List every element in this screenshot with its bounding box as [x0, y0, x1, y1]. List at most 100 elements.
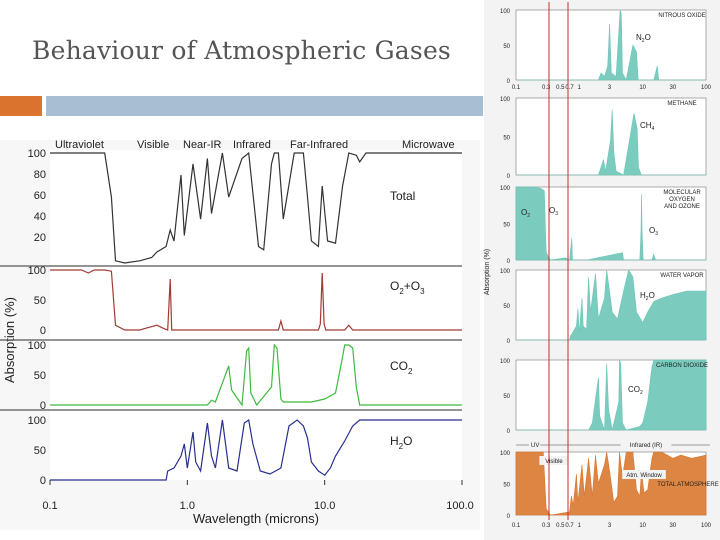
- y-tick-label: 80: [34, 169, 46, 181]
- panel-formula: H2O: [640, 291, 655, 302]
- band-label: Visible: [545, 459, 563, 465]
- band-label-bg: [622, 470, 666, 479]
- absorption-area: [516, 269, 707, 341]
- y-tick-label: 20: [34, 232, 46, 244]
- right-y-axis-label: Absorption (%): [484, 249, 491, 295]
- y-tick-label: 0: [40, 325, 46, 337]
- slide-title: Behaviour of Atmospheric Gases: [32, 36, 451, 65]
- panel-name: AND OZONE: [664, 204, 700, 210]
- right-x-tick-label: 30: [670, 523, 677, 529]
- series-label: CO2: [390, 359, 413, 376]
- region-label: Infrared: [233, 139, 271, 151]
- right-y-tick-label: 100: [500, 97, 511, 103]
- right-x-tick-label: 100: [701, 523, 712, 529]
- right-y-tick-label: 0: [507, 514, 511, 520]
- series-label: H2O: [390, 434, 412, 451]
- panel-name: CARBON DIOXIDE: [656, 363, 708, 369]
- series-line-total: [50, 151, 462, 264]
- right-x-tick-label: 1: [578, 85, 582, 91]
- y-tick-label: 0: [40, 400, 46, 412]
- panel-name: NITROUS OXIDE: [658, 13, 705, 19]
- absorption-area: [516, 109, 706, 176]
- region-label: Microwave: [402, 139, 455, 151]
- region-labels: Ultraviolet Visible Near-IR Infrared Far-Inf…: [55, 139, 455, 151]
- right-x-tick-label: 10: [639, 523, 646, 529]
- panel-formula: CH4: [640, 121, 655, 132]
- panel-name: MOLECULAR: [663, 190, 701, 196]
- x-tick-label: 10.0: [314, 500, 335, 512]
- panel-name: METHANE: [667, 101, 696, 107]
- y-tick-label: 100: [28, 265, 46, 277]
- right-x-tick-label: 0.7: [565, 523, 574, 529]
- band-label: UV: [531, 443, 539, 449]
- right-x-tick-label: 0.5: [556, 523, 565, 529]
- right-y-tick-label: 50: [503, 483, 510, 489]
- right-y-tick-label: 100: [500, 269, 511, 275]
- right-y-tick-label: 0: [507, 339, 511, 345]
- y-tick-label: 100: [28, 415, 46, 427]
- region-label: Ultraviolet: [55, 139, 104, 151]
- band-label: Atm. Window: [626, 473, 662, 479]
- right-y-tick-label: 0: [507, 79, 511, 85]
- absorption-area: [515, 451, 707, 516]
- band-annotations: UV Visible Infrared (IR) Atm. Window: [516, 440, 710, 479]
- region-label: Visible: [137, 139, 169, 151]
- right-y-tick-label: 0: [507, 259, 511, 265]
- panel-name: OXYGEN: [669, 197, 695, 203]
- right-x-tick-label: 3: [608, 523, 612, 529]
- absorption-area: [516, 9, 706, 81]
- panel-formula: CO2: [628, 385, 643, 396]
- right-x-tick-label: 0.5: [556, 85, 565, 91]
- panel-formula: N2O: [636, 33, 651, 44]
- band-label-bg: [620, 440, 672, 449]
- right-x-tick-label: 30: [670, 85, 677, 91]
- x-tick-label: 0.1: [42, 500, 57, 512]
- panel-formula: O2: [521, 208, 530, 219]
- right-y-tick-label: 50: [503, 394, 510, 400]
- right-top-x-ticks: 0.1 0.3 0.5 0.7 1 3 10 30 100: [512, 85, 712, 91]
- right-y-tick-label: 100: [500, 186, 511, 192]
- x-axis-label: Wavelength (microns): [193, 511, 319, 526]
- series-label: Total: [390, 189, 415, 203]
- y-tick-label: 50: [34, 295, 46, 307]
- absorption-area: [516, 359, 707, 431]
- right-x-tick-label: 3: [608, 85, 612, 91]
- right-x-tick-label: 1: [578, 523, 582, 529]
- series-label: O2+O3: [390, 279, 425, 296]
- right-x-tick-label: 0.7: [565, 85, 574, 91]
- panel-formula: O3: [549, 206, 558, 217]
- plot-area: [50, 150, 462, 480]
- band-label-bg: [529, 440, 541, 449]
- visible-band-lines: [548, 2, 569, 520]
- right-y-tick-label: 50: [503, 304, 510, 310]
- right-x-tick-label: 10: [639, 85, 646, 91]
- right-y-tick-label: 100: [500, 359, 511, 365]
- right-bottom-x-ticks: 0.1 0.3 0.5 0.7 1 3 10 30 100: [512, 523, 712, 529]
- region-label: Far-Infrared: [290, 139, 348, 151]
- right-y-tick-label: 100: [500, 451, 511, 457]
- y-tick-label: 60: [34, 190, 46, 202]
- band-label: Infrared (IR): [630, 443, 662, 449]
- right-x-tick-label: 0.3: [542, 523, 551, 529]
- series-line-o2-o3: [50, 269, 462, 331]
- right-x-tick-label: 100: [701, 85, 712, 91]
- right-y-tick-label: 50: [503, 136, 510, 142]
- left-chart-panels: 100 80 60 40 20 Total 100 50 0 O2+O3 100 50 0 CO2 100 5…: [0, 148, 462, 487]
- x-tick-label: 100.0: [446, 500, 474, 512]
- right-y-tick-label: 50: [503, 223, 510, 229]
- y-tick-label: 50: [34, 370, 46, 382]
- right-x-tick-label: 0.1: [512, 523, 521, 529]
- right-y-tick-label: 100: [500, 9, 511, 15]
- x-tick-labels: 0.1 1.0 10.0 100.0: [42, 480, 474, 512]
- right-y-tick-label: 0: [507, 429, 511, 435]
- absorption-area: [515, 186, 706, 261]
- accent-line: [46, 96, 483, 116]
- y-tick-label: 40: [34, 211, 46, 223]
- band-label-bg: [539, 456, 569, 465]
- series-line-h2o: [50, 418, 462, 481]
- right-x-tick-label: 0.1: [512, 85, 521, 91]
- y-tick-label: 100: [28, 340, 46, 352]
- right-x-tick-label: 0.3: [542, 85, 551, 91]
